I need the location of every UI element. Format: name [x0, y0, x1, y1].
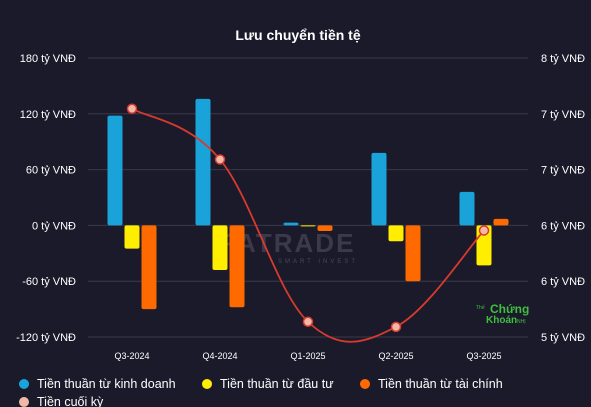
right-tick-label: 8 tỷ VNĐ	[541, 53, 585, 65]
right-tick-label: 7 tỷ VNĐ	[541, 109, 585, 121]
left-tick-label: 0 tỷ VNĐ	[32, 220, 76, 232]
chung-khoan-logo: Thế Chứng Khoán NHỊ	[471, 299, 531, 327]
category-label: Q4-2024	[202, 351, 237, 361]
legend-label: Tiền thuần từ đầu tư	[220, 377, 334, 391]
bar	[283, 222, 299, 226]
left-tick-label: 180 tỷ VNĐ	[20, 53, 76, 65]
category-label: Q2-2025	[378, 351, 413, 361]
bar	[405, 225, 421, 282]
bar	[493, 218, 509, 226]
bar	[388, 225, 404, 242]
legend-marker	[19, 379, 29, 389]
svg-text:Thế: Thế	[476, 305, 485, 311]
svg-text:Chứng: Chứng	[490, 302, 529, 316]
svg-text:NHỊ: NHỊ	[517, 319, 526, 325]
legend-label: Tiền cuối kỳ	[37, 395, 104, 407]
left-tick-label: -60 tỷ VNĐ	[22, 276, 76, 288]
category-label: Q3-2025	[466, 351, 501, 361]
right-tick-label: 7 tỷ VNĐ	[541, 165, 585, 177]
line-point	[214, 154, 226, 165]
legend: Tiền thuần từ kinh doanh Tiền thuần từ đầ…	[19, 377, 503, 407]
line-point	[302, 316, 314, 328]
svg-text:SMART INVEST: SMART INVEST	[278, 259, 358, 265]
right-tick-label: 6 tỷ VNĐ	[541, 220, 585, 232]
svg-text:Khoán: Khoán	[486, 315, 517, 326]
legend-marker	[360, 379, 370, 389]
chart-title: Lưu chuyển tiền tệ	[235, 27, 360, 43]
bar	[300, 225, 316, 227]
bar	[229, 225, 245, 308]
bar	[212, 225, 228, 271]
line-point	[478, 225, 490, 236]
legend-label: Tiền thuần từ kinh doanh	[37, 377, 176, 391]
legend-marker	[19, 397, 29, 407]
line-point	[390, 321, 402, 333]
bar	[195, 98, 211, 226]
left-tick-label: 60 tỷ VNĐ	[26, 165, 76, 177]
legend-label: Tiền thuần từ tài chính	[378, 377, 503, 391]
bar	[107, 115, 123, 226]
legend-marker	[202, 379, 212, 389]
category-label: Q1-2025	[290, 351, 325, 361]
right-tick-label: 5 tỷ VNĐ	[541, 332, 585, 344]
bar	[459, 191, 475, 226]
left-tick-label: -120 tỷ VNĐ	[16, 332, 76, 344]
bar	[141, 225, 157, 310]
bar	[124, 225, 140, 249]
category-label: Q3-2024	[114, 351, 149, 361]
bar	[317, 225, 333, 231]
left-tick-label: 120 tỷ VNĐ	[20, 109, 76, 121]
line-point	[126, 103, 138, 114]
bar	[371, 152, 387, 226]
right-tick-label: 6 tỷ VNĐ	[541, 276, 585, 288]
